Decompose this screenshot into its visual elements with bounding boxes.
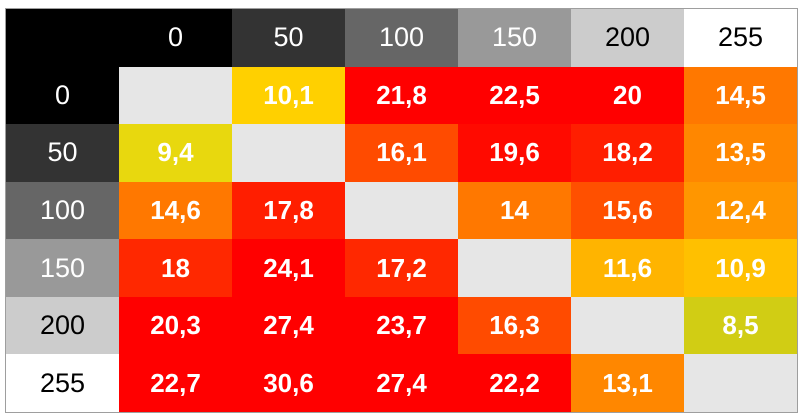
heatmap-cell: 18 [119, 239, 232, 297]
column-header: 200 [571, 9, 684, 67]
heatmap-cell: 13,1 [571, 354, 684, 412]
heatmap-cell: 27,4 [345, 354, 458, 412]
heatmap-cell: 16,1 [345, 124, 458, 182]
column-header: 150 [458, 9, 571, 67]
heatmap-cell: 14,5 [684, 66, 797, 125]
heatmap-cell: 12,4 [684, 181, 797, 240]
heatmap-cell: 10,9 [684, 239, 797, 297]
column-header: 255 [684, 9, 797, 67]
row-header: 100 [6, 181, 119, 240]
heatmap-cell: 19,6 [458, 124, 571, 182]
heatmap-cell: 20,3 [119, 296, 232, 355]
column-header: 0 [119, 9, 232, 67]
heatmap-cell: 15,6 [571, 181, 684, 240]
heatmap-cell: 13,5 [684, 124, 797, 182]
diagonal-cell [119, 66, 232, 125]
heatmap-cell: 23,7 [345, 296, 458, 355]
heatmap-cell: 27,4 [232, 296, 345, 355]
row-header: 200 [6, 296, 119, 355]
heatmap-cell: 21,8 [345, 66, 458, 125]
heatmap-table: 0 50 100 150 200 255 0 10,1 21,8 22,5 20 14,5 50 9,4 1… [5, 8, 798, 413]
row-header: 150 [6, 239, 119, 297]
column-header: 50 [232, 9, 345, 67]
heatmap-cell: 8,5 [684, 296, 797, 355]
heatmap-cell: 17,8 [232, 181, 345, 240]
diagonal-cell [684, 354, 797, 412]
heatmap-cell: 24,1 [232, 239, 345, 297]
diagonal-cell [345, 181, 458, 240]
heatmap-cell: 9,4 [119, 124, 232, 182]
row-header: 255 [6, 354, 119, 412]
heatmap-cell: 30,6 [232, 354, 345, 412]
diagonal-cell [232, 124, 345, 182]
corner-cell [6, 9, 119, 67]
diagonal-cell [458, 239, 571, 297]
heatmap-cell: 14,6 [119, 181, 232, 240]
heatmap-cell: 16,3 [458, 296, 571, 355]
heatmap-cell: 22,5 [458, 66, 571, 125]
heatmap-cell: 18,2 [571, 124, 684, 182]
column-header: 100 [345, 9, 458, 67]
heatmap-cell: 22,7 [119, 354, 232, 412]
heatmap-cell: 22,2 [458, 354, 571, 412]
row-header: 50 [6, 124, 119, 182]
diagonal-cell [571, 296, 684, 355]
heatmap-cell: 11,6 [571, 239, 684, 297]
heatmap-cell: 10,1 [232, 66, 345, 125]
heatmap-cell: 20 [571, 66, 684, 125]
row-header: 0 [6, 66, 119, 125]
heatmap-cell: 17,2 [345, 239, 458, 297]
heatmap-cell: 14 [458, 181, 571, 240]
